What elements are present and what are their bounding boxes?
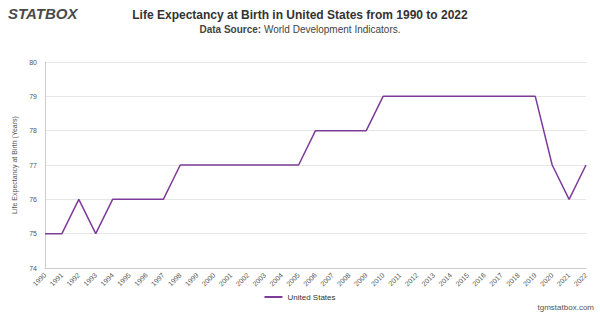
svg-text:75: 75 xyxy=(29,230,37,237)
svg-text:1998: 1998 xyxy=(167,271,183,287)
svg-text:Data Source:: Data Source: xyxy=(199,24,261,35)
svg-text:76: 76 xyxy=(29,196,37,203)
svg-text:2022: 2022 xyxy=(573,271,589,287)
svg-text:2011: 2011 xyxy=(387,271,403,287)
svg-text:2015: 2015 xyxy=(454,271,470,287)
svg-text:2002: 2002 xyxy=(234,271,250,287)
svg-text:1993: 1993 xyxy=(82,271,98,287)
svg-text:2021: 2021 xyxy=(556,271,572,287)
svg-text:United States: United States xyxy=(287,293,335,302)
svg-text:1992: 1992 xyxy=(65,271,81,287)
svg-text:1996: 1996 xyxy=(133,271,149,287)
svg-text:2003: 2003 xyxy=(251,271,267,287)
svg-text:1999: 1999 xyxy=(184,271,200,287)
svg-text:1990: 1990 xyxy=(32,271,48,287)
svg-text:2016: 2016 xyxy=(471,271,487,287)
svg-text:Life Expectancy at Birth in Un: Life Expectancy at Birth in United State… xyxy=(132,8,468,22)
svg-text:2020: 2020 xyxy=(539,271,555,287)
svg-text:2012: 2012 xyxy=(403,271,419,287)
svg-text:2008: 2008 xyxy=(336,271,352,287)
svg-text:1991: 1991 xyxy=(48,271,64,287)
svg-text:2014: 2014 xyxy=(437,271,453,287)
svg-text:74: 74 xyxy=(29,265,37,272)
svg-text:2018: 2018 xyxy=(505,271,521,287)
svg-text:2013: 2013 xyxy=(420,271,436,287)
svg-text:1995: 1995 xyxy=(116,271,132,287)
svg-text:1994: 1994 xyxy=(99,271,115,287)
svg-text:78: 78 xyxy=(29,127,37,134)
svg-text:STATBOX: STATBOX xyxy=(8,5,78,22)
svg-text:2005: 2005 xyxy=(285,271,301,287)
svg-text:tgmstatbox.com: tgmstatbox.com xyxy=(538,303,595,312)
svg-text:2019: 2019 xyxy=(522,271,538,287)
svg-text:2001: 2001 xyxy=(218,271,234,287)
svg-text:2004: 2004 xyxy=(268,271,284,287)
svg-text:2000: 2000 xyxy=(201,271,217,287)
svg-text:World Development Indicators.: World Development Indicators. xyxy=(261,24,400,35)
svg-text:80: 80 xyxy=(29,59,37,66)
svg-text:2006: 2006 xyxy=(302,271,318,287)
svg-text:2007: 2007 xyxy=(319,271,335,287)
svg-text:2017: 2017 xyxy=(488,271,504,287)
svg-text:2010: 2010 xyxy=(370,271,386,287)
svg-text:Life Expectancy at Birth (Year: Life Expectancy at Birth (Years) xyxy=(11,116,19,214)
svg-text:79: 79 xyxy=(29,93,37,100)
svg-text:2009: 2009 xyxy=(353,271,369,287)
svg-text:1997: 1997 xyxy=(150,271,166,287)
svg-text:77: 77 xyxy=(29,162,37,169)
